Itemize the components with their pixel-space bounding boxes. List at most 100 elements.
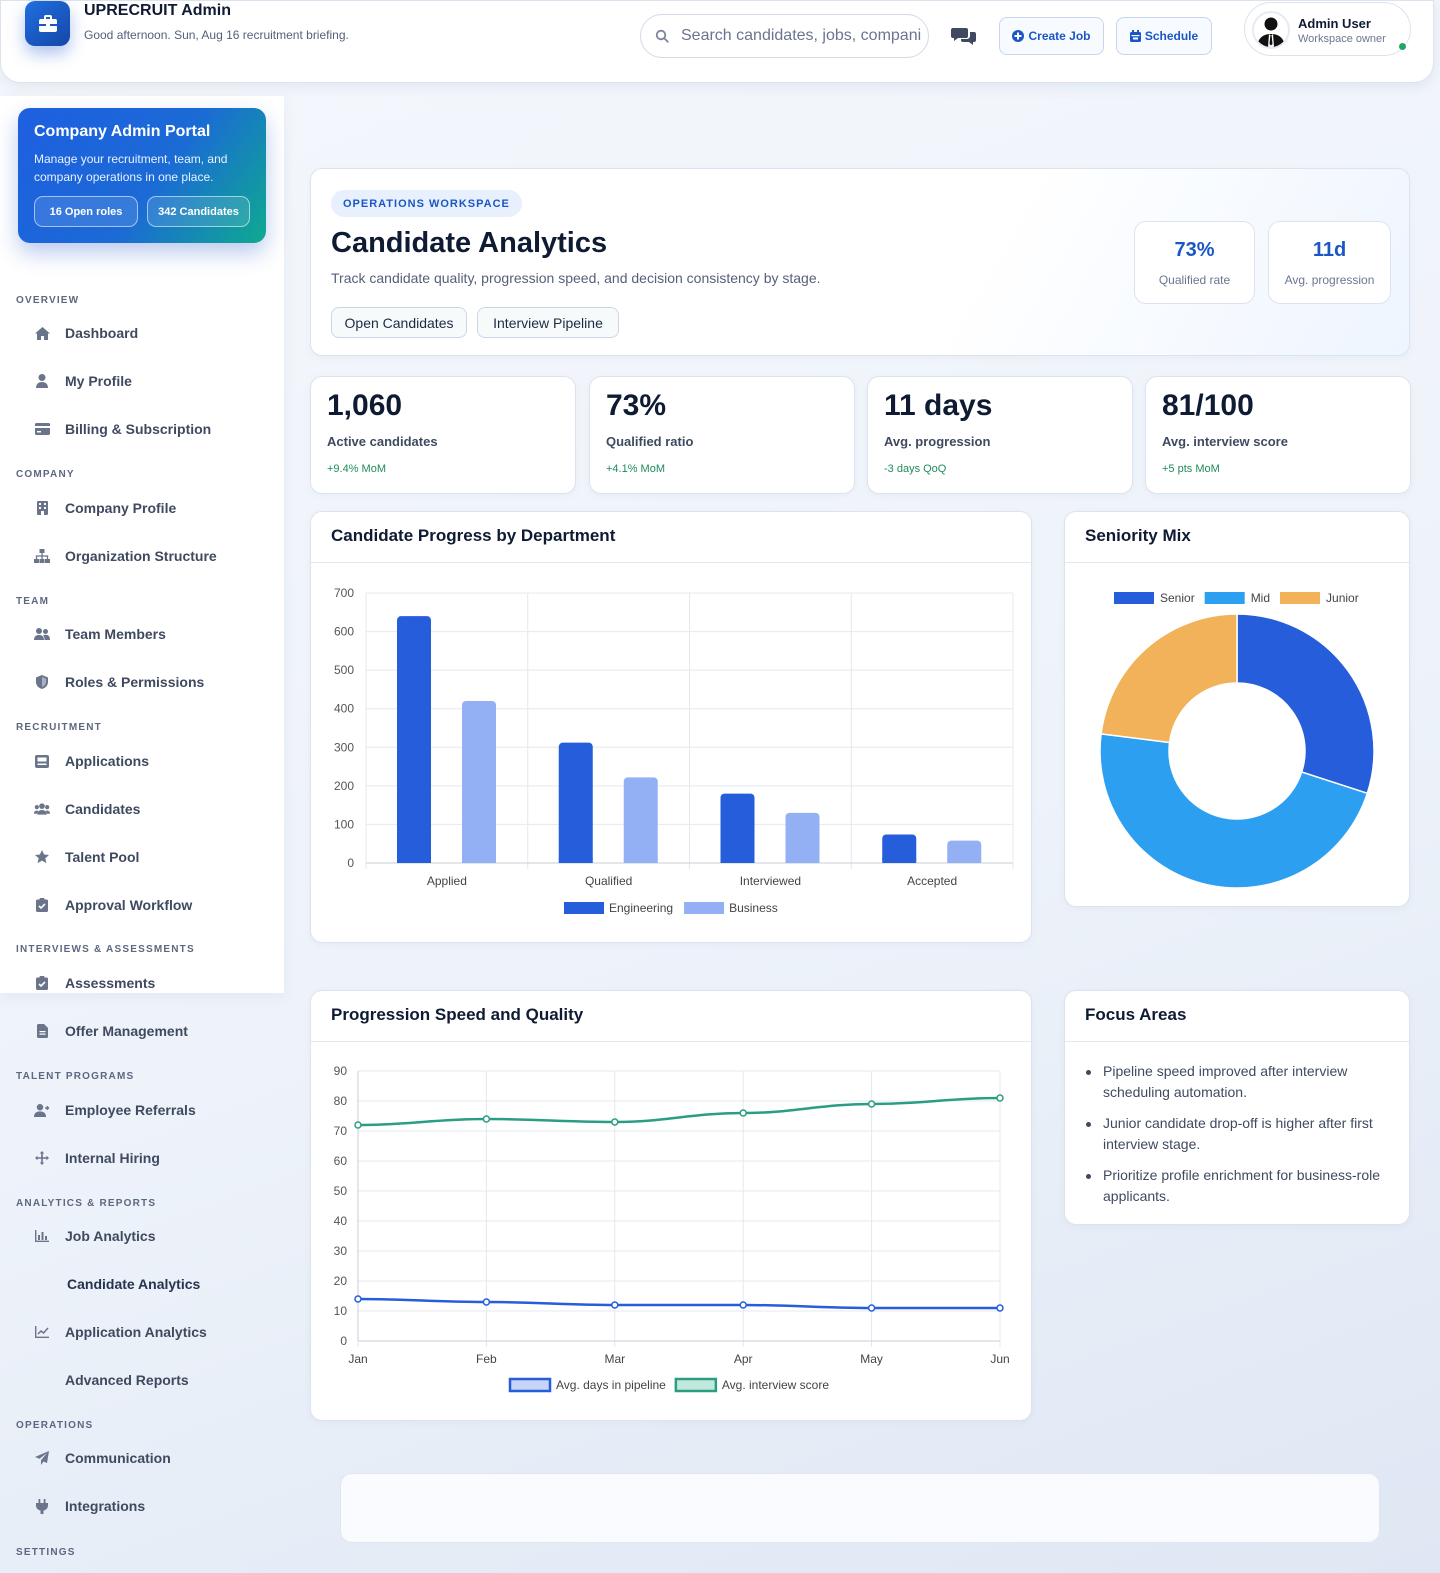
y-tick-label: 50 — [334, 1184, 348, 1198]
section-analytics: ANALYTICS & REPORTS — [16, 1198, 157, 1209]
sidebar-item-talent-pool[interactable]: Talent Pool — [34, 842, 139, 872]
section-settings: SETTINGS — [16, 1547, 76, 1558]
sidebar-item-application-analytics[interactable]: Application Analytics — [34, 1317, 207, 1347]
sidebar-item-dashboard[interactable]: Dashboard — [34, 318, 138, 348]
candidates-badge[interactable]: 342 Candidates — [147, 196, 250, 227]
sidebar-item-integrations[interactable]: Integrations — [34, 1491, 145, 1521]
bar — [623, 777, 658, 863]
x-tick-label: Apr — [734, 1352, 753, 1366]
y-tick-label: 80 — [334, 1094, 348, 1108]
avg-progression-stat: 11d Avg. progression — [1268, 221, 1391, 304]
sidebar-item-my-profile[interactable]: My Profile — [34, 366, 132, 396]
panel-title: Focus Areas — [1085, 1005, 1187, 1024]
search-box[interactable] — [640, 14, 929, 58]
legend-swatch — [564, 902, 604, 914]
bar — [462, 858, 496, 863]
kpi-label: Qualified ratio — [606, 434, 694, 449]
legend-swatch — [508, 1377, 552, 1393]
bar — [397, 858, 431, 863]
section-operations: OPERATIONS — [16, 1420, 94, 1431]
stat-value: 11d — [1312, 239, 1347, 261]
chat-icon[interactable] — [951, 25, 977, 47]
section-team: TEAM — [16, 596, 50, 607]
panel-title: Seniority Mix — [1085, 526, 1191, 545]
legend-label: Business — [729, 901, 778, 915]
plus-circle-icon — [1012, 30, 1025, 42]
sidebar-item-company-profile[interactable]: Company Profile — [34, 493, 176, 523]
sidebar-item-label: Billing & Subscription — [65, 421, 212, 437]
sidebar-item-label: Integrations — [65, 1498, 146, 1514]
briefcase-logo-icon[interactable] — [25, 1, 70, 46]
shield-icon — [34, 674, 50, 690]
sidebar-item-candidates[interactable]: Candidates — [34, 794, 140, 824]
sidebar-item-employee-referrals[interactable]: Employee Referrals — [34, 1095, 196, 1125]
sidebar-item-internal-hiring[interactable]: Internal Hiring — [34, 1143, 160, 1173]
kpi-value: 1,060 — [327, 389, 403, 422]
section-talent-programs: TALENT PROGRAMS — [16, 1071, 135, 1082]
x-tick-label: Feb — [476, 1352, 497, 1366]
create-job-button[interactable]: Create Job — [999, 17, 1104, 55]
sidebar-item-label: My Profile — [65, 373, 132, 389]
sidebar-item-label: Dashboard — [65, 325, 139, 341]
legend-label: Avg. interview score — [722, 1378, 829, 1392]
open-roles-badge[interactable]: 16 Open roles — [34, 196, 138, 227]
bar — [785, 858, 820, 863]
data-point — [611, 1301, 619, 1309]
sidebar-item-advanced-reports[interactable]: Advanced Reports — [65, 1365, 189, 1395]
data-point — [867, 1100, 876, 1108]
stat-label: Qualified rate — [1158, 273, 1231, 287]
x-tick-label: Mar — [604, 1352, 625, 1366]
greeting-text: Good afternoon. Sun, Aug 16 recruitment … — [84, 28, 349, 42]
open-candidates-button[interactable]: Open Candidates — [331, 307, 467, 338]
sidebar-item-label: Offer Management — [65, 1023, 188, 1039]
y-tick-label: 70 — [334, 1124, 348, 1138]
focus-item: Junior candidate drop-off is higher afte… — [1086, 1113, 1393, 1155]
sidebar-item-roles[interactable]: Roles & Permissions — [34, 667, 204, 697]
sidebar-item-assessments[interactable]: Assessments — [34, 968, 155, 998]
sidebar-item-candidate-analytics[interactable]: Candidate Analytics — [67, 1269, 200, 1299]
stat-label: Avg. progression — [1284, 273, 1375, 287]
bar — [882, 858, 917, 863]
portal-description: Manage your recruitment, team, and compa… — [34, 152, 228, 184]
paper-plane-icon — [34, 1450, 50, 1466]
y-tick-label: 90 — [334, 1064, 348, 1078]
bar — [462, 701, 496, 863]
y-tick-label: 60 — [334, 1154, 348, 1168]
search-input[interactable] — [681, 27, 921, 45]
legend-swatch — [1204, 592, 1245, 604]
arrows-move-icon — [34, 1150, 50, 1166]
sidebar-item-billing[interactable]: Billing & Subscription — [34, 414, 211, 444]
user-menu[interactable]: Admin User Workspace owner — [1244, 2, 1411, 56]
sidebar-item-org-structure[interactable]: Organization Structure — [34, 541, 217, 571]
panel-divider — [311, 1041, 1031, 1042]
sidebar-item-label: Internal Hiring — [65, 1150, 160, 1166]
panel-divider — [1065, 1041, 1409, 1042]
donut-slice — [1099, 732, 1369, 889]
portal-title: Company Admin Portal — [34, 123, 211, 140]
sidebar-item-approval-workflow[interactable]: Approval Workflow — [34, 890, 192, 920]
focus-areas-panel: Focus Areas Pipeline speed improved afte… — [1064, 990, 1410, 1225]
star-icon — [34, 849, 50, 865]
user-avatar-icon — [1257, 17, 1285, 47]
data-point — [482, 1115, 491, 1123]
interview-pipeline-button[interactable]: Interview Pipeline — [477, 307, 619, 338]
bar-chart-icon — [34, 1228, 50, 1244]
sidebar-item-job-analytics[interactable]: Job Analytics — [34, 1221, 156, 1251]
sidebar-item-applications[interactable]: Applications — [34, 746, 149, 776]
plug-icon — [34, 1498, 50, 1514]
kpi-card-avg-progression: 11 days Avg. progression -3 days QoQ — [867, 376, 1133, 494]
legend-label: Junior — [1326, 591, 1359, 605]
sidebar-item-communication[interactable]: Communication — [34, 1443, 171, 1473]
progression-speed-chart: 0 10 20 30 40 50 60 70 80 90 Jan Feb Mar Apr May Jun Avg… — [334, 1064, 1010, 1393]
sidebar-item-team-members[interactable]: Team Members — [34, 619, 166, 649]
schedule-button[interactable]: Schedule — [1116, 17, 1212, 55]
series-line — [357, 1096, 1001, 1127]
sidebar-item-label: Application Analytics — [65, 1324, 207, 1340]
footer-panel — [340, 1473, 1380, 1543]
data-point — [354, 1121, 362, 1129]
data-point — [739, 1109, 747, 1117]
sidebar-item-offer-management[interactable]: Offer Management — [34, 1016, 188, 1046]
home-icon — [34, 325, 50, 341]
progression-speed-panel: Progression Speed and Quality 0 10 20 30 40 5… — [310, 990, 1032, 1421]
inbox-icon — [34, 753, 50, 769]
